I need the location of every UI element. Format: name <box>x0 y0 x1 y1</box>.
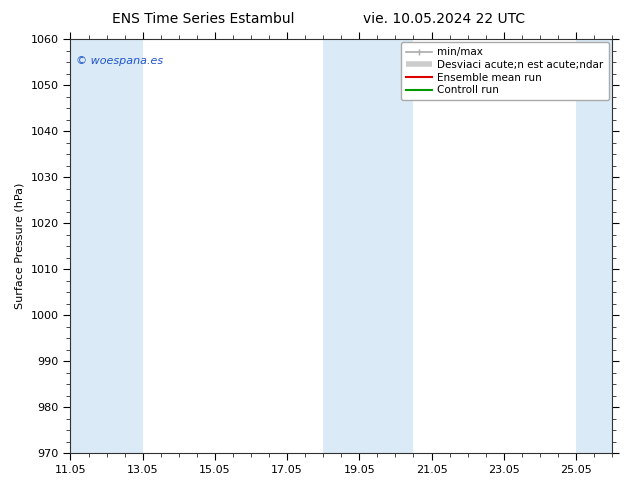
Text: ENS Time Series Estambul: ENS Time Series Estambul <box>112 12 294 26</box>
Y-axis label: Surface Pressure (hPa): Surface Pressure (hPa) <box>15 183 25 309</box>
Bar <box>70 39 143 453</box>
Text: © woespana.es: © woespana.es <box>76 56 163 66</box>
Legend: min/max, Desviaci acute;n est acute;ndar, Ensemble mean run, Controll run: min/max, Desviaci acute;n est acute;ndar… <box>401 42 609 100</box>
Text: vie. 10.05.2024 22 UTC: vie. 10.05.2024 22 UTC <box>363 12 525 26</box>
Bar <box>323 39 413 453</box>
Bar <box>576 39 612 453</box>
